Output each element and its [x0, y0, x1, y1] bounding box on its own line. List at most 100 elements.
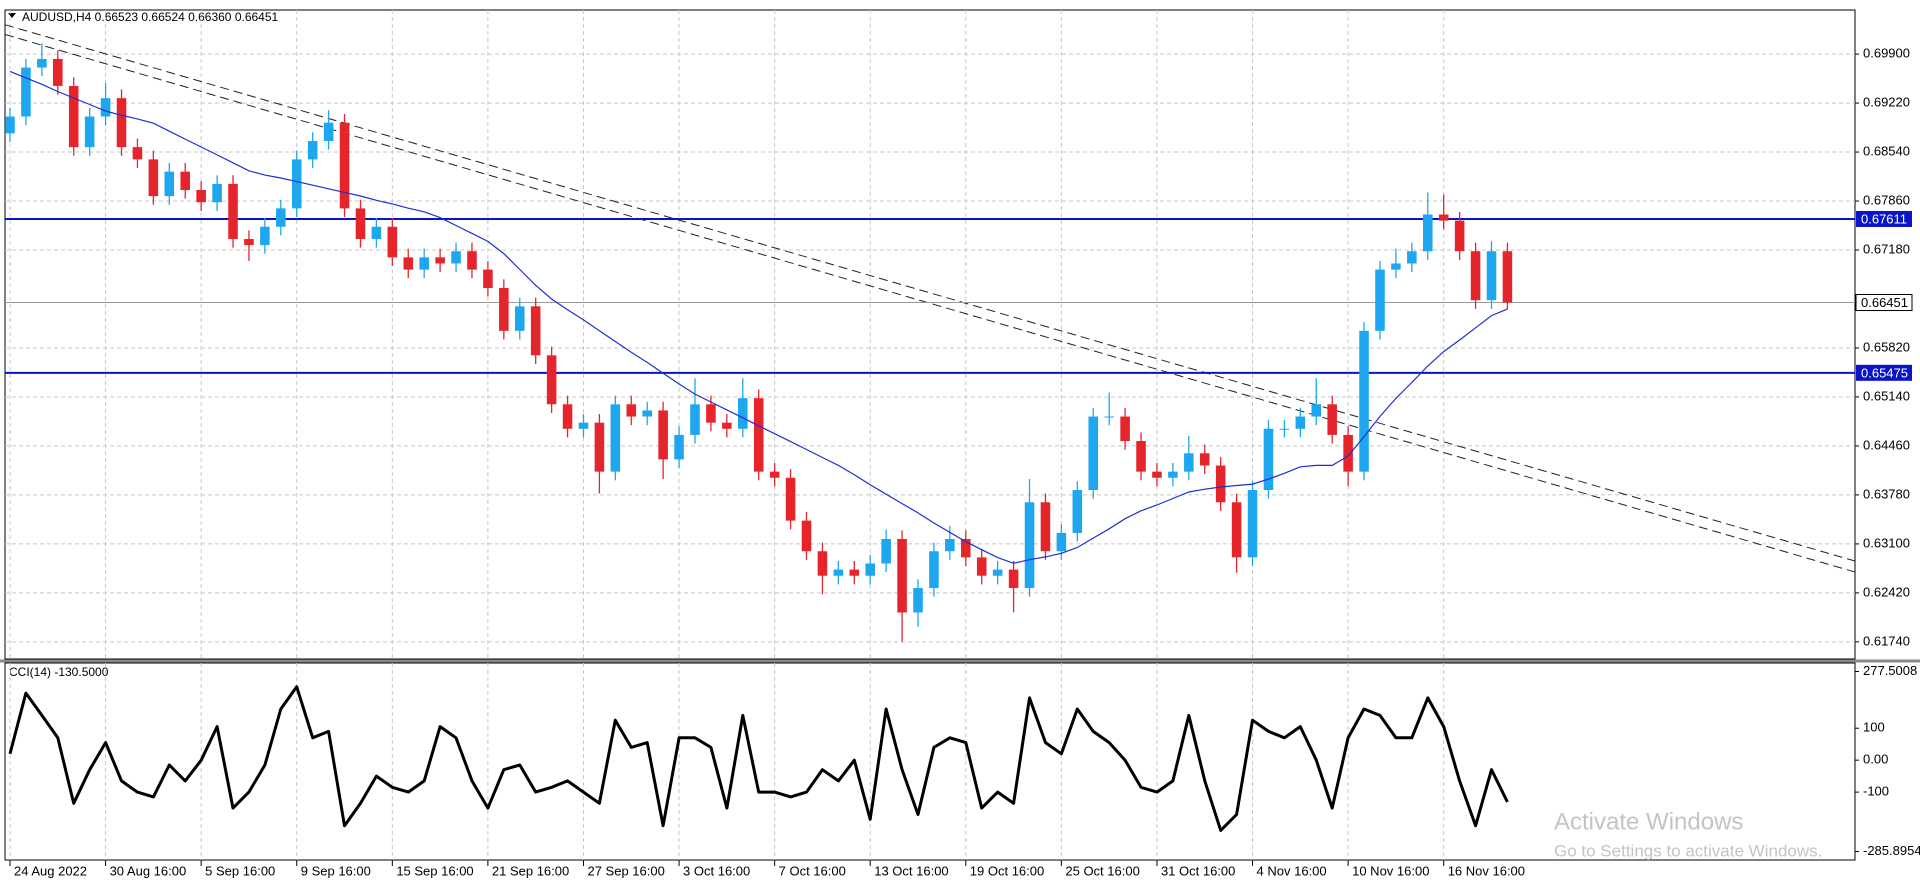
candle-body [1327, 404, 1337, 435]
candle-body [148, 159, 159, 197]
menu-triangle[interactable] [8, 13, 16, 18]
grid [5, 10, 1855, 860]
candle-body [1422, 214, 1433, 252]
candle-body [403, 257, 414, 270]
candle-body [84, 116, 95, 148]
candle-body [499, 287, 509, 331]
candle-body [1056, 532, 1067, 552]
candle-body [1040, 502, 1051, 552]
candle-body [307, 141, 318, 160]
candle-body [1311, 404, 1322, 417]
x-tick-label: 31 Oct 16:00 [1161, 863, 1235, 878]
candle-body [530, 306, 541, 356]
candle-body [881, 538, 891, 564]
indicator-header: CCI(14) -130.5000 [9, 665, 109, 679]
candle-body [961, 538, 971, 558]
candle-body [594, 422, 605, 472]
y-tick-label: 0.62420 [1863, 584, 1910, 599]
candle-body [865, 563, 875, 576]
candle-body [1486, 251, 1497, 301]
x-tick-label: 7 Oct 16:00 [779, 863, 846, 878]
candle-body [849, 569, 860, 576]
y-tick-label: 0.69900 [1863, 46, 1910, 61]
candle-body [1088, 416, 1099, 491]
candle-body [37, 58, 47, 68]
x-tick-label: 27 Sep 16:00 [587, 863, 664, 878]
x-tick-label: 24 Aug 2022 [14, 863, 87, 878]
candle-body [546, 355, 557, 405]
candle-body [913, 587, 923, 613]
symbol-header: AUDUSD,H4 0.66523 0.66524 0.66360 0.6645… [22, 10, 279, 24]
level-label-box [1856, 364, 1912, 381]
candle-body [1008, 569, 1019, 588]
candle-body [1375, 269, 1385, 331]
candle-body [897, 538, 907, 613]
price-panel [4, 9, 1856, 660]
candle-body [180, 171, 191, 191]
candle-body [1470, 251, 1481, 301]
y-tick-label: 0.61740 [1863, 633, 1910, 648]
candle-body [1136, 441, 1146, 472]
candle-body [1152, 471, 1162, 478]
last-price-label: 0.66451 [1861, 295, 1908, 310]
y-tick-label: 100 [1863, 720, 1885, 735]
y-tick-label: 0.67860 [1863, 192, 1910, 207]
candle-body [276, 208, 286, 227]
candle-body [1438, 214, 1449, 221]
x-tick-label: 3 Oct 16:00 [683, 863, 750, 878]
x-tick-label: 16 Nov 16:00 [1448, 863, 1525, 878]
candle-body [467, 251, 477, 270]
candle-body [1184, 453, 1194, 472]
level-label-box [1856, 210, 1912, 227]
candle-body [244, 238, 254, 246]
candle-body [68, 85, 79, 148]
candle-body [483, 269, 493, 288]
candle-body [164, 171, 175, 197]
candle-body [355, 208, 366, 239]
candle-body [992, 569, 1003, 576]
x-tick-label: 5 Sep 16:00 [205, 863, 275, 878]
x-tick-label: 21 Sep 16:00 [492, 863, 569, 878]
candle-body [833, 569, 844, 576]
level-label: 0.65475 [1861, 365, 1908, 380]
x-tick-label: 10 Nov 16:00 [1352, 863, 1429, 878]
candle-body [1199, 453, 1210, 466]
candle-body [212, 183, 222, 203]
candle-body [371, 226, 382, 239]
candle-body [100, 98, 111, 117]
moving-average [9, 70, 1508, 564]
candle-body [1247, 490, 1258, 558]
candle-body [578, 422, 589, 429]
y-tick-label: 0.67180 [1863, 241, 1910, 256]
candle-body [1215, 465, 1226, 503]
candle-body [817, 551, 828, 576]
x-tick-label: 13 Oct 16:00 [874, 863, 948, 878]
candle-body [1359, 330, 1369, 472]
candle-body [228, 183, 238, 239]
candle-body [5, 116, 15, 134]
y-tick-label: 0.64460 [1863, 437, 1910, 452]
level-label: 0.67611 [1861, 211, 1907, 226]
y-tick-label: -100 [1863, 784, 1889, 799]
last-price-box [1855, 294, 1913, 312]
candle-body [1454, 220, 1465, 252]
y-tick-label: 0.65140 [1863, 388, 1910, 403]
candle-body [435, 257, 445, 264]
candle-body [1104, 416, 1114, 418]
candle-body [753, 398, 764, 472]
candle-body [260, 226, 270, 246]
candle-body [658, 410, 668, 460]
candle-body [132, 147, 143, 160]
candle-body [451, 251, 461, 264]
x-tick-label: 30 Aug 16:00 [110, 863, 187, 878]
candle-body [514, 306, 525, 331]
candle-body [1279, 428, 1290, 430]
candle-body [929, 551, 939, 588]
candle-body [1168, 471, 1178, 478]
y-tick-label: 0.63100 [1863, 535, 1910, 550]
candle-body [196, 190, 206, 203]
candle-body [21, 67, 31, 117]
